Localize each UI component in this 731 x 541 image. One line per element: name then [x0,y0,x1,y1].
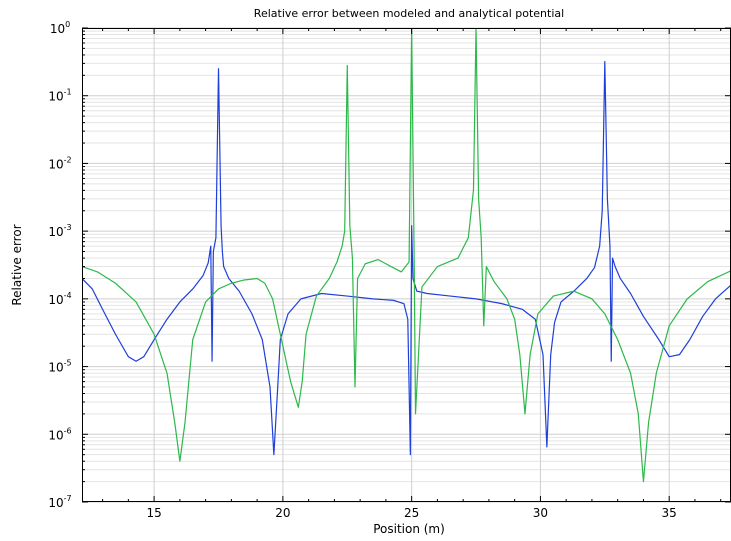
y-tick-label: 10-6 [48,426,71,442]
x-tick-label: 25 [404,506,419,520]
y-tick-label: 10-4 [48,291,71,307]
y-tick-label: 10-7 [48,494,71,510]
x-tick-label: 15 [146,506,161,520]
x-tick-label: 20 [275,506,290,520]
y-tick-label: 100 [50,20,70,36]
y-tick-label: 10-2 [48,155,71,171]
y-axis-label: Relative error [10,224,24,305]
chart-title: Relative error between modeled and analy… [254,7,564,20]
y-tick-label: 10-1 [48,88,71,104]
y-tick-label: 10-3 [48,223,71,239]
y-tick-label: 10-5 [48,359,71,375]
x-tick-label: 35 [662,506,677,520]
x-tick-label: 30 [533,506,548,520]
x-axis-label: Position (m) [373,522,445,536]
